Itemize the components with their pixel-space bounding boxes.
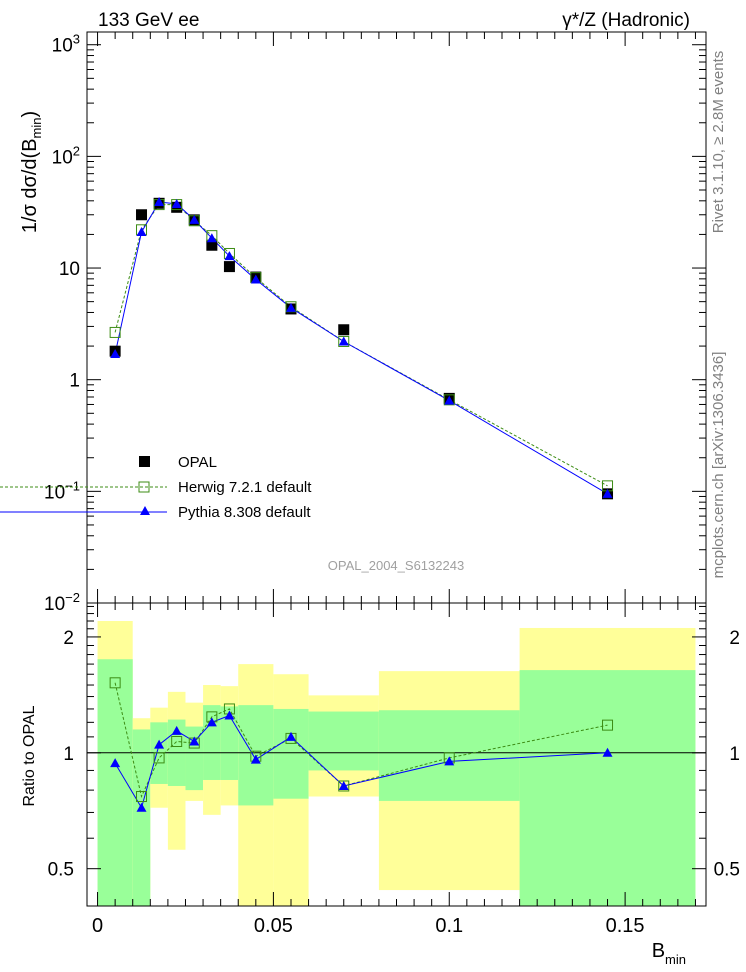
- x-tick-label: 0.1: [435, 915, 463, 937]
- pythia-point: [110, 348, 121, 358]
- pythia-ratio-point: [171, 725, 182, 735]
- ratio-y-tick-label-right: 2: [729, 628, 740, 649]
- main-series: [109, 197, 614, 500]
- main-y-tick-label: 102: [52, 143, 80, 168]
- pythia-point: [154, 197, 165, 207]
- legend-opal-marker: [139, 456, 150, 467]
- pythia-point: [136, 227, 147, 237]
- ratio-ylabel: Ratio to OPAL: [21, 705, 38, 806]
- pythia-point: [250, 274, 261, 284]
- legend: OPAL Herwig 7.2.1 default Pythia 8.308 d…: [0, 454, 312, 521]
- ratio-band-inner: [220, 706, 239, 780]
- xlabel: Bmin: [652, 940, 686, 967]
- main-y-ticks: 10−2 10−1 1 10 102 103: [44, 32, 706, 615]
- pythia-ratio-point: [338, 780, 349, 790]
- ratio-y-tick-label-right: 0.5: [714, 860, 740, 881]
- main-ylabel: 1/σ dσ/d(Bmin): [19, 111, 44, 233]
- pythia-point: [206, 233, 217, 243]
- ratio-band-inner: [97, 659, 133, 906]
- main-y-tick-label: 10−2: [44, 590, 80, 615]
- ratio-band-inner: [519, 670, 696, 906]
- ratio-y-tick-label-left: 2: [63, 628, 74, 649]
- herwig-point: [443, 394, 455, 406]
- ratio-y-tick-label-right: 1: [729, 744, 740, 765]
- ratio-series: [109, 677, 614, 812]
- ratio-bands: [97, 620, 696, 906]
- herwig-ratio-point: [136, 791, 148, 803]
- pythia-point: [189, 214, 200, 224]
- pythia-ratio-point: [250, 754, 261, 764]
- opal-point: [338, 324, 350, 336]
- analysis-id: OPAL_2004_S6132243: [328, 558, 464, 573]
- rivet-label: Rivet 3.1.10, ≥ 2.8M events: [710, 51, 727, 234]
- pythia-ratio-point: [224, 710, 235, 720]
- ratio-band-inner: [185, 726, 204, 791]
- legend-pythia-label: Pythia 8.308 default: [178, 504, 311, 521]
- herwig-ratio-point: [602, 719, 614, 731]
- opal-point: [136, 209, 148, 221]
- pythia-point: [285, 302, 296, 312]
- main-y-tick-label: 103: [52, 32, 80, 57]
- x-tick-label: 0.05: [254, 915, 293, 937]
- ratio-y-tick-label-left: 0.5: [48, 860, 74, 881]
- ratio-y-tick-label-left: 1: [63, 744, 74, 765]
- pythia-point: [444, 395, 455, 405]
- herwig-ratio-point: [109, 677, 121, 689]
- ratio-panel: 0.5 0.5 1 1 2 2 0 0.05 0.1 0.15: [48, 32, 740, 937]
- ratio-band-inner: [273, 708, 309, 799]
- main-y-tick-label: 10: [59, 259, 80, 280]
- legend-herwig-marker: [138, 481, 150, 493]
- herwig-ratio-line: [114, 682, 608, 799]
- pythia-point: [602, 488, 613, 498]
- x-tick-label: 0: [92, 915, 103, 937]
- pythia-ratio-point: [136, 802, 147, 812]
- pythia-point: [338, 336, 349, 346]
- herwig-ratio-point: [171, 735, 183, 747]
- ratio-band-inner: [203, 705, 221, 780]
- ratio-band-inner: [308, 711, 379, 771]
- header-left: 133 GeV ee: [98, 10, 199, 31]
- x-ticks: 0 0.05 0.1 0.15: [92, 32, 696, 937]
- pythia-ratio-point: [154, 739, 165, 749]
- pythia-ratio-point: [444, 756, 455, 766]
- pythia-ratio-point: [602, 747, 613, 757]
- opal-point: [223, 261, 235, 273]
- herwig-line: [114, 204, 608, 487]
- main-y-tick-label: 10−1: [44, 478, 80, 503]
- header-right: γ*/Z (Hadronic): [562, 10, 690, 31]
- legend-opal-label: OPAL: [178, 454, 217, 471]
- pythia-point: [224, 251, 235, 261]
- herwig-ratio-point: [153, 752, 165, 764]
- herwig-point: [109, 326, 121, 338]
- mcplots-label: mcplots.cern.ch [arXiv:1306.3436]: [710, 352, 727, 579]
- main-panel: 10−2 10−1 1 10 102 103: [44, 31, 707, 615]
- x-tick-label: 0.15: [606, 915, 645, 937]
- pythia-point: [171, 198, 182, 208]
- main-y-tick-label: 1: [69, 371, 80, 392]
- legend-pythia-marker: [140, 506, 150, 515]
- pythia-ratio-line: [114, 714, 608, 809]
- pythia-ratio-point: [110, 758, 121, 768]
- pythia-ratio-point: [189, 736, 200, 746]
- ratio-band-inner: [378, 710, 520, 801]
- pythia-ratio-point: [285, 731, 296, 741]
- pythia-line: [114, 201, 608, 495]
- pythia-ratio-point: [206, 717, 217, 727]
- legend-herwig-label: Herwig 7.2.1 default: [178, 479, 312, 496]
- ratio-band-inner: [132, 729, 151, 906]
